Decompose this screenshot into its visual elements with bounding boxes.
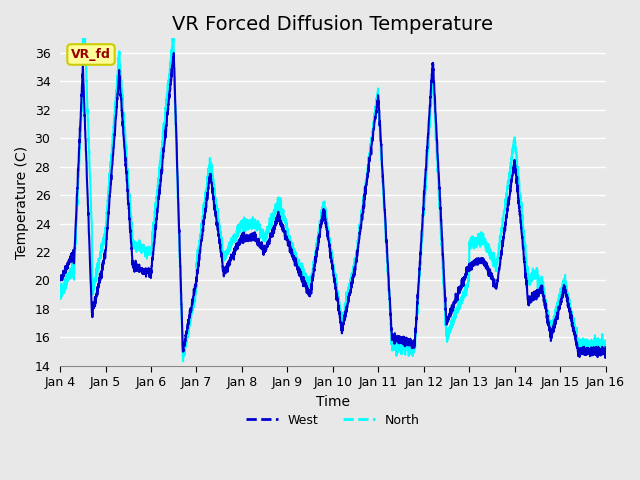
West [246, 235, 254, 240]
North [477, 240, 485, 246]
North [304, 283, 312, 288]
North [179, 359, 187, 364]
Title: VR Forced Diffusion Temperature: VR Forced Diffusion Temperature [172, 15, 493, 34]
Text: VR_fd: VR_fd [71, 48, 111, 61]
West [602, 355, 609, 361]
West [304, 290, 312, 296]
West [56, 276, 64, 282]
West [568, 317, 576, 323]
West [364, 170, 371, 176]
West [477, 256, 485, 262]
North [570, 324, 578, 329]
Legend: West, North: West, North [241, 409, 424, 432]
X-axis label: Time: Time [316, 395, 350, 409]
Line: West: West [60, 53, 605, 358]
West [602, 345, 609, 350]
North [364, 164, 372, 169]
Line: North: North [60, 38, 605, 361]
North [602, 338, 609, 344]
North [79, 36, 87, 41]
West [570, 331, 578, 337]
Y-axis label: Temperature (C): Temperature (C) [15, 145, 29, 259]
North [568, 313, 576, 319]
North [56, 291, 64, 297]
West [170, 50, 178, 56]
North [246, 222, 254, 228]
